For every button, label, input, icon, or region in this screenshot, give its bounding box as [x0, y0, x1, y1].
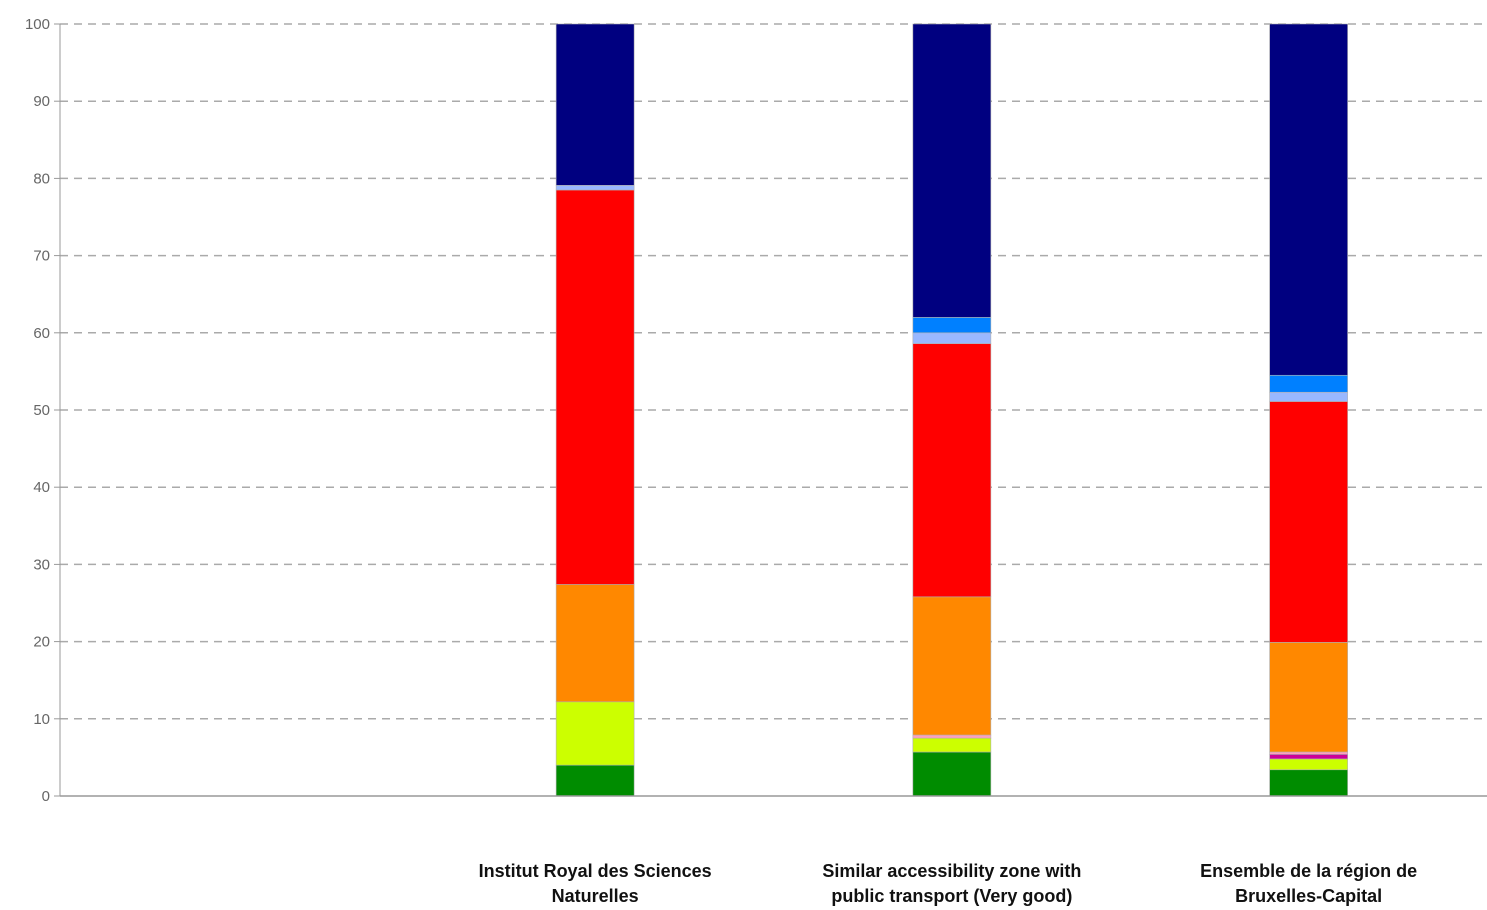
y-tick-label: 30 — [33, 556, 50, 573]
y-tick-label: 0 — [42, 788, 50, 805]
bar-segment — [1269, 769, 1348, 797]
y-tick-label: 50 — [33, 402, 50, 419]
y-axis-ticks: 0 10 20 30 40 50 60 70 80 90 100 — [25, 16, 61, 805]
y-tick-label: 80 — [33, 170, 50, 187]
x-category-label: Ensemble de la région de Bruxelles-Capita… — [1200, 861, 1417, 906]
bar-segment — [1269, 23, 1348, 376]
bar-segment — [912, 751, 992, 797]
bars — [555, 23, 1348, 797]
bar-segment — [912, 23, 992, 318]
bar-segment — [555, 189, 635, 585]
bar-segment — [912, 734, 992, 739]
bar-segment — [912, 317, 992, 334]
bar-segment — [912, 332, 992, 344]
bar-segment — [1269, 391, 1348, 402]
y-tick-label: 60 — [33, 325, 50, 342]
y-tick-label: 100 — [25, 16, 50, 33]
bar-segment — [912, 343, 992, 598]
bar-segment — [1269, 642, 1348, 753]
bar-segment — [555, 701, 635, 766]
y-tick-label: 20 — [33, 634, 50, 651]
bar-segment — [1269, 751, 1348, 755]
bar-segment — [1269, 401, 1348, 643]
bar-segment — [912, 596, 992, 736]
y-tick-label: 10 — [33, 711, 50, 728]
y-tick-label: 90 — [33, 93, 50, 110]
x-category-label: Similar accessibility zone with public tr… — [822, 861, 1081, 906]
bar-segment — [1269, 758, 1348, 771]
bar-segment — [555, 185, 635, 191]
x-axis-labels: Institut Royal des Sciences Naturelles Sim… — [479, 861, 1418, 906]
bar-segment — [555, 764, 635, 797]
bar-segment — [1269, 374, 1348, 393]
y-tick-label: 70 — [33, 248, 50, 265]
y-tick-label: 40 — [33, 479, 50, 496]
bar-segment — [555, 584, 635, 703]
x-category-label: Institut Royal des Sciences Naturelles — [479, 861, 712, 906]
bar-segment — [912, 737, 992, 753]
bar-segment — [1269, 754, 1348, 760]
bar-segment — [555, 23, 635, 186]
